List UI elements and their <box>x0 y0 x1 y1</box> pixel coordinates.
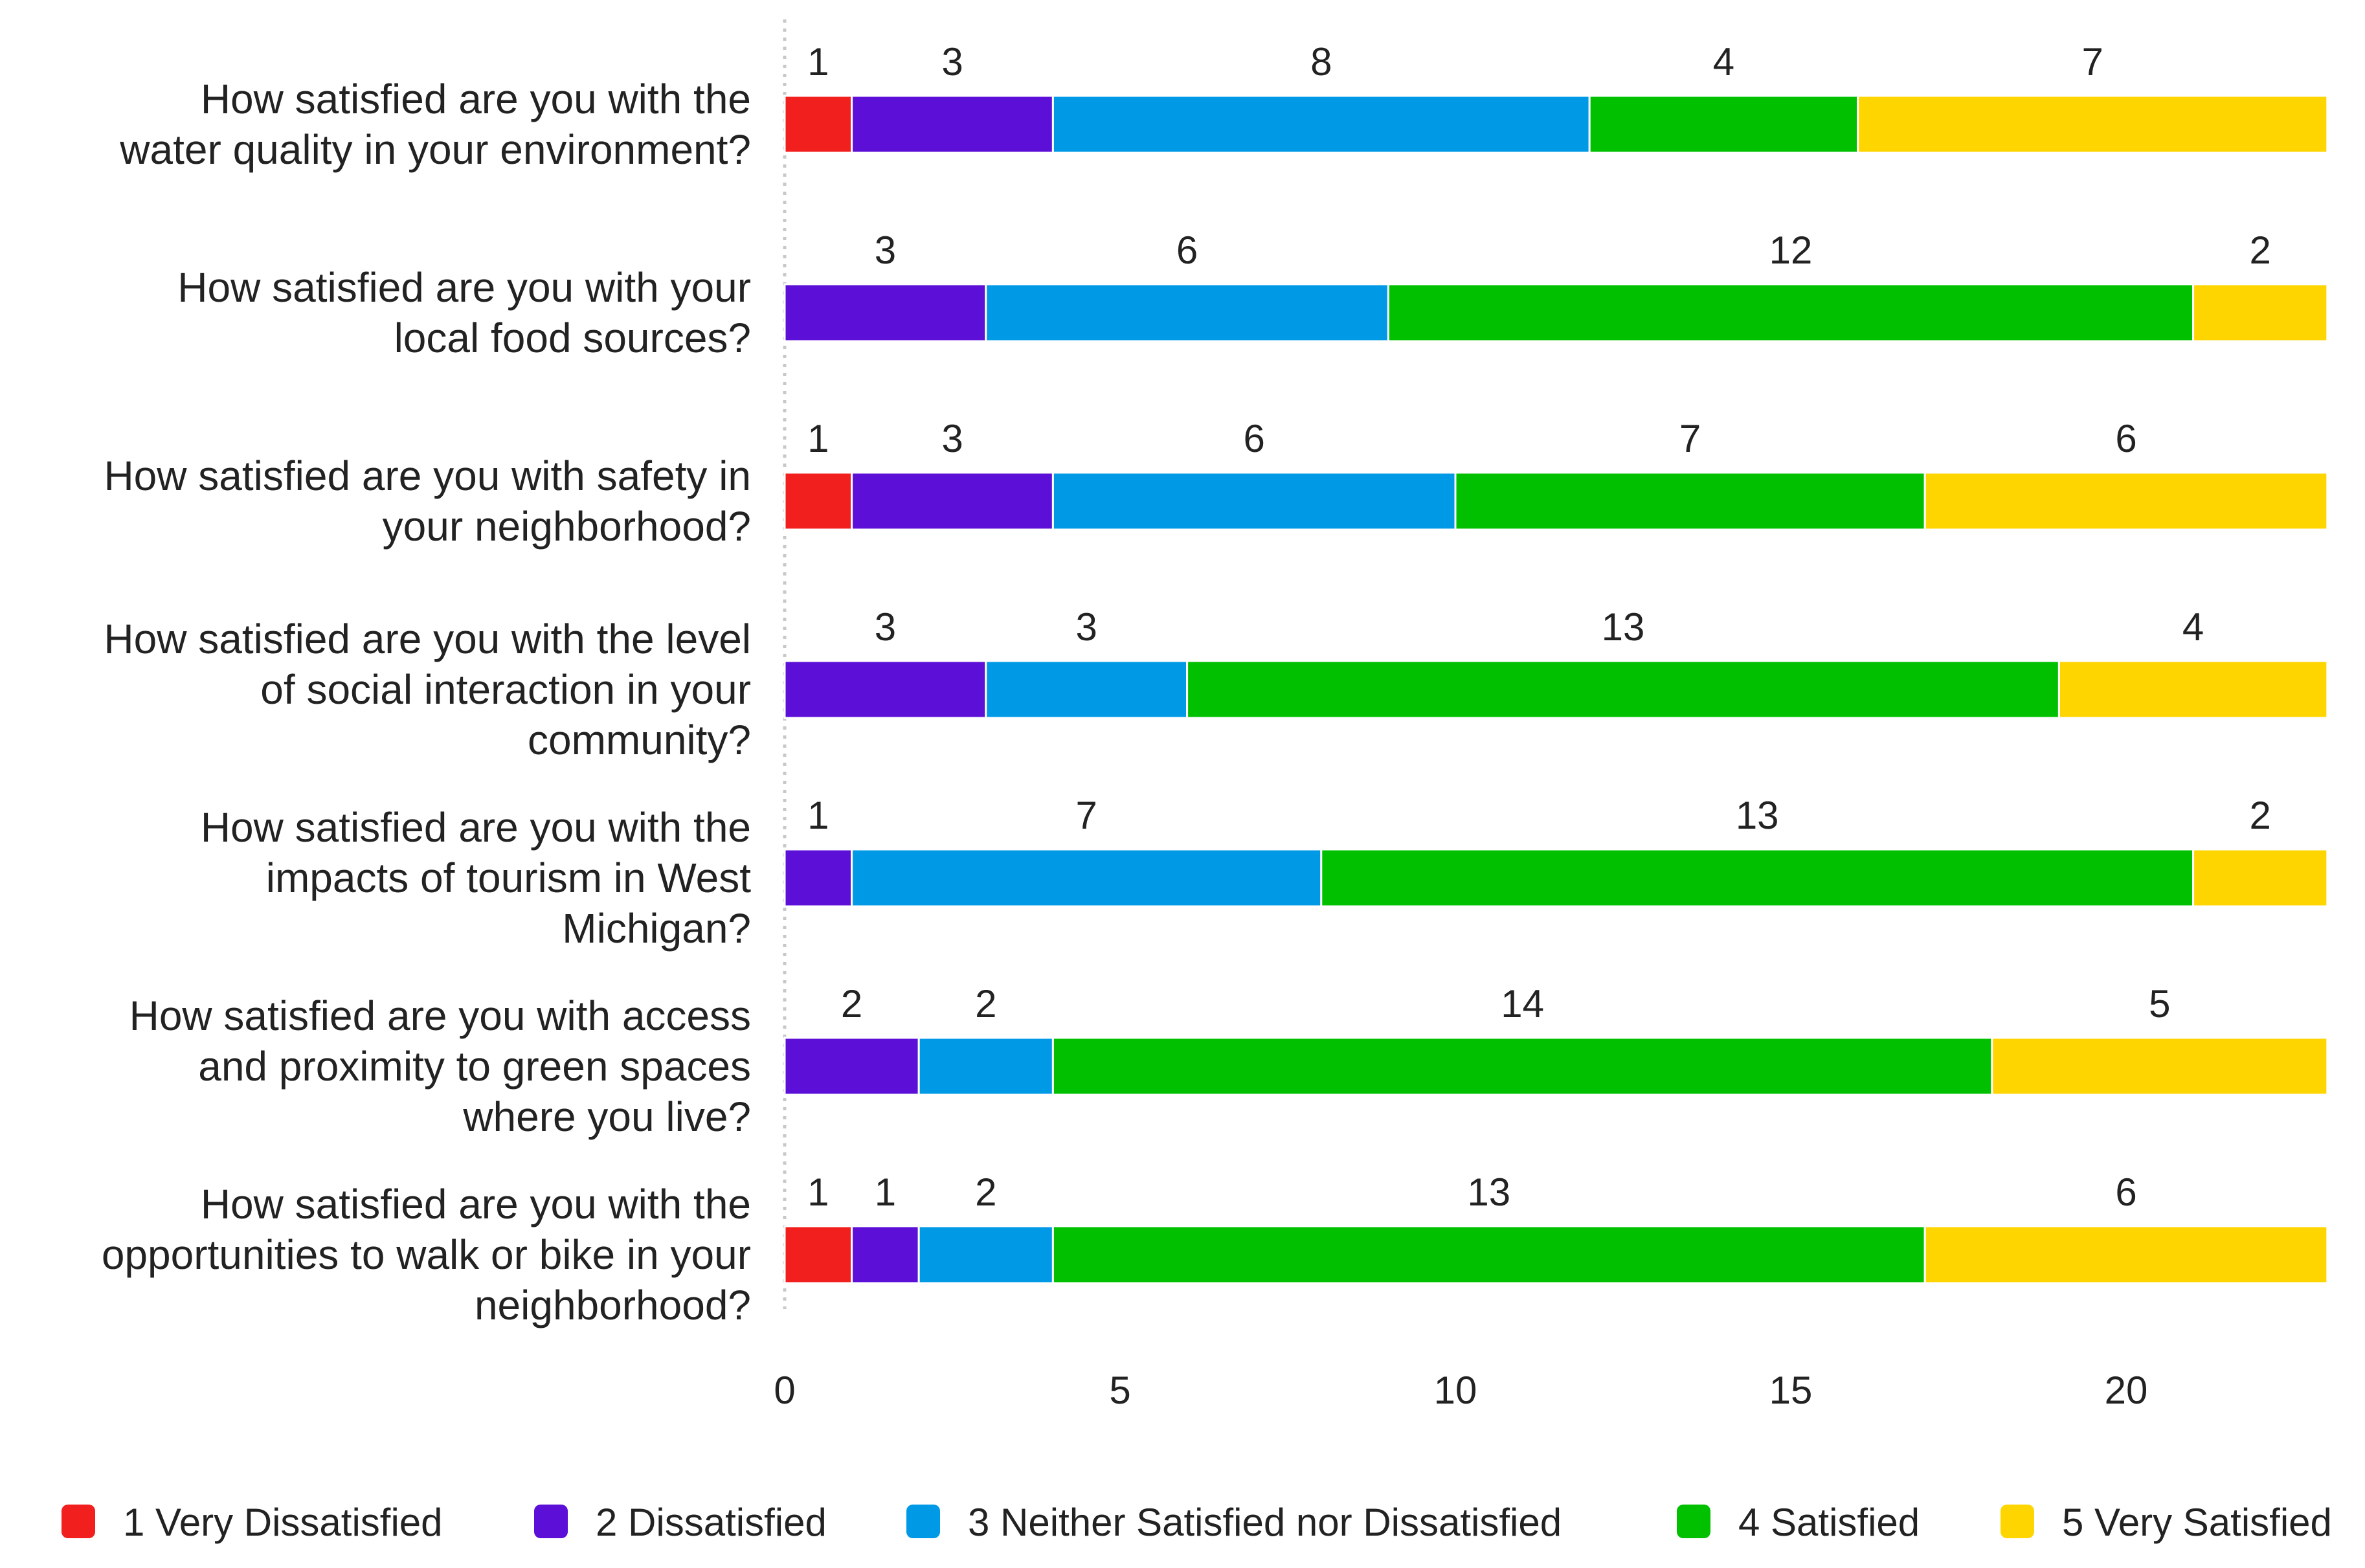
bar-segment <box>851 1225 920 1284</box>
bar-segment <box>783 471 853 531</box>
legend-swatch <box>2001 1505 2034 1538</box>
bar-segment <box>783 95 853 154</box>
data-label: 3 <box>941 417 963 460</box>
category-label: How satisfied are you with safety in <box>104 453 751 499</box>
data-label: 2 <box>2250 229 2271 272</box>
bar-segment <box>1051 1225 1926 1284</box>
data-label: 3 <box>941 40 963 84</box>
data-label: 6 <box>1176 229 1198 272</box>
bar-segment <box>1923 471 2329 531</box>
category-label: local food sources? <box>394 315 751 361</box>
bar-segment <box>2057 660 2329 719</box>
data-label: 13 <box>1467 1170 1510 1214</box>
category-label: Michigan? <box>562 905 751 952</box>
data-label: 6 <box>1244 417 1265 460</box>
category-label: water quality in your environment? <box>119 126 751 173</box>
data-label: 13 <box>1736 794 1779 837</box>
data-label: 12 <box>1769 229 1813 272</box>
bar-segment <box>985 660 1189 719</box>
legend-swatch <box>906 1505 940 1538</box>
category-label: How satisfied are you with the <box>201 1181 751 1227</box>
category-label: and proximity to green spaces <box>198 1043 751 1090</box>
category-label: How satisfied are you with the <box>201 76 751 122</box>
bar-segment <box>1857 95 2329 154</box>
bar-segment <box>2192 848 2329 908</box>
data-label: 1 <box>875 1170 896 1214</box>
category-label: of social interaction in your <box>260 666 751 713</box>
category-label: opportunities to walk or bike in your <box>102 1231 751 1278</box>
legend-swatch <box>534 1505 568 1538</box>
category-label: How satisfied are you with the <box>201 804 751 851</box>
data-label: 8 <box>1310 40 1332 84</box>
bar-segment <box>1588 95 1859 154</box>
bar-segment <box>1051 95 1591 154</box>
data-label: 2 <box>2250 794 2271 837</box>
data-label: 14 <box>1501 982 1544 1025</box>
data-label: 2 <box>975 982 996 1025</box>
bar-segment <box>1320 848 2195 908</box>
category-label: How satisfied are you with your <box>177 264 751 311</box>
bar-segment <box>851 848 1323 908</box>
bar-segment <box>783 660 987 719</box>
bar-segment <box>1923 1225 2329 1284</box>
data-label: 3 <box>875 605 896 649</box>
x-tick-label: 0 <box>774 1369 795 1412</box>
category-label: your neighborhood? <box>383 503 751 550</box>
category-label: How satisfied are you with access <box>129 992 751 1039</box>
data-label: 7 <box>1679 417 1701 460</box>
data-label: 3 <box>1076 605 1097 649</box>
category-label: neighborhood? <box>475 1282 751 1328</box>
category-label: impacts of tourism in West <box>266 855 751 901</box>
data-label: 7 <box>2082 40 2103 84</box>
data-label: 1 <box>807 40 829 84</box>
data-label: 6 <box>2115 417 2136 460</box>
x-tick-label: 15 <box>1769 1369 1813 1412</box>
x-tick-label: 20 <box>2105 1369 2148 1412</box>
bar-segment <box>1387 283 2195 342</box>
bar-segment <box>917 1036 1054 1096</box>
data-label: 6 <box>2115 1170 2136 1214</box>
category-label: How satisfied are you with the level <box>104 616 751 662</box>
bar-segment <box>851 471 1054 531</box>
bar-segment <box>1991 1036 2329 1096</box>
legend-label: 1 Very Dissatisfied <box>123 1501 443 1544</box>
bar-segment <box>985 283 1389 342</box>
x-tick-label: 10 <box>1434 1369 1477 1412</box>
bar-segment <box>783 1225 853 1284</box>
bar-segment <box>1051 1036 1993 1096</box>
bar-segment <box>783 283 987 342</box>
legend-label: 5 Very Satisfied <box>2062 1501 2332 1544</box>
bar-segment <box>783 848 853 908</box>
data-label: 2 <box>841 982 862 1025</box>
data-label: 4 <box>1713 40 1734 84</box>
data-label: 13 <box>1602 605 1645 649</box>
legend-label: 4 Satisfied <box>1738 1501 1920 1544</box>
data-label: 4 <box>2182 605 2204 649</box>
data-label: 5 <box>2149 982 2170 1025</box>
bar-segment <box>851 95 1054 154</box>
data-label: 1 <box>807 794 829 837</box>
legend-swatch <box>62 1505 95 1538</box>
legend-swatch <box>1677 1505 1710 1538</box>
bar-segment <box>1186 660 2060 719</box>
bar-segment <box>783 1036 920 1096</box>
bar-segment <box>1454 471 1926 531</box>
category-label: where you live? <box>462 1093 751 1140</box>
bar-segment <box>917 1225 1054 1284</box>
data-label: 7 <box>1076 794 1097 837</box>
data-label: 2 <box>975 1170 996 1214</box>
data-label: 3 <box>875 229 896 272</box>
data-label: 1 <box>807 1170 829 1214</box>
data-label: 1 <box>807 417 829 460</box>
bar-segment <box>1051 471 1457 531</box>
category-label: community? <box>528 717 751 763</box>
legend-label: 3 Neither Satisfied nor Dissatisfied <box>968 1501 1562 1544</box>
x-tick-label: 5 <box>1109 1369 1130 1412</box>
bar-segment <box>2192 283 2329 342</box>
legend-label: 2 Dissatisfied <box>596 1501 827 1544</box>
